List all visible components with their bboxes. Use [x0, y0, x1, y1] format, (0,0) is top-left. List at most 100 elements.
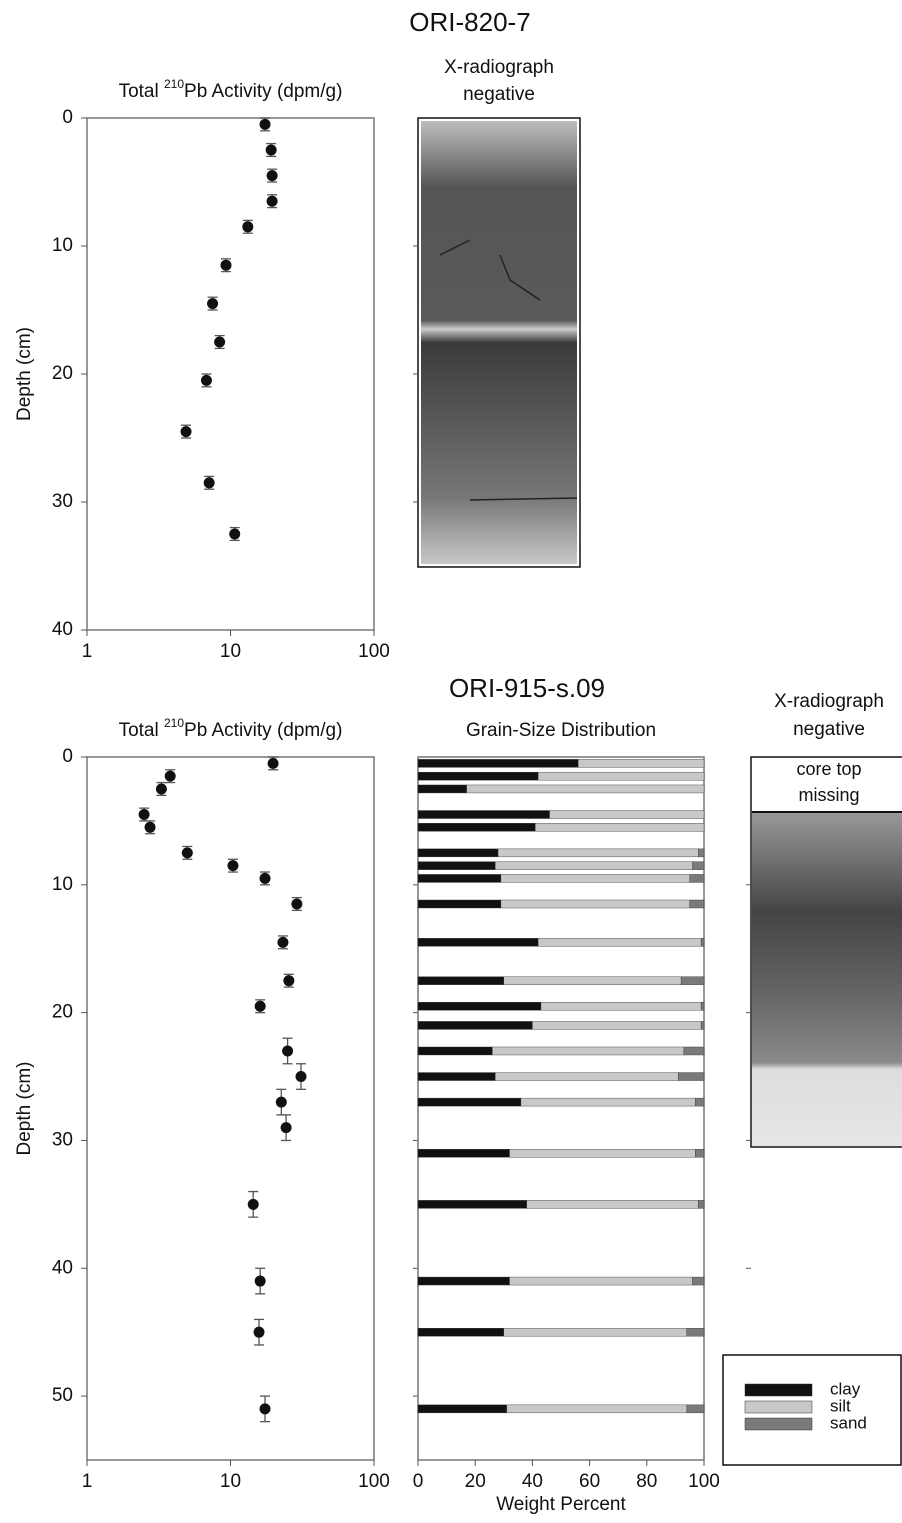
bar-segment: [417, 1046, 493, 1056]
bar-segment: [417, 1200, 527, 1209]
bar-segment: [683, 1046, 705, 1056]
y-tick-label: 50: [52, 1385, 73, 1406]
y-axis-label: Depth (cm): [14, 1062, 35, 1156]
x-tick-label: 20: [465, 1471, 486, 1492]
y-tick-label: 40: [52, 1257, 73, 1278]
legend-label: silt: [830, 1396, 851, 1415]
title-part: Pb Activity (dpm/g): [184, 81, 342, 102]
x-axis-label: Weight Percent: [496, 1494, 626, 1515]
bar-segment: [692, 861, 705, 870]
radiograph-label: negative: [463, 84, 535, 105]
point: [203, 477, 215, 489]
bar-segment: [417, 1097, 522, 1107]
title-part: Total: [119, 720, 164, 741]
x-tick-label: 60: [579, 1471, 600, 1492]
bar-segment: [417, 771, 539, 781]
bar-segment: [417, 1327, 505, 1337]
bar-segment: [695, 1097, 705, 1107]
chart-title: Total 210Pb Activity (dpm/g): [119, 77, 343, 102]
x-tick-label: 10: [220, 641, 241, 662]
bar-segment: [417, 759, 579, 768]
point: [214, 336, 226, 348]
chart-title: Grain-Size Distribution: [466, 720, 656, 741]
bar-segment: [509, 1276, 693, 1286]
point: [220, 259, 232, 271]
plot-frame: [417, 756, 705, 1461]
title-part: 210: [164, 716, 184, 730]
bar-segment: [417, 823, 536, 832]
bar-segment: [509, 1149, 696, 1158]
point: [138, 809, 150, 821]
point: [144, 821, 156, 833]
legend-label: clay: [830, 1379, 861, 1398]
plot-frame: [86, 117, 375, 631]
bar-segment: [503, 976, 682, 985]
y-tick-label: 40: [52, 619, 73, 640]
point: [259, 1403, 271, 1415]
bar-segment: [417, 810, 550, 819]
title-part: Total: [119, 81, 164, 102]
bar-segment: [520, 1097, 696, 1107]
bar-segment: [417, 874, 502, 883]
y-tick-label: 10: [52, 874, 73, 895]
point: [283, 975, 295, 987]
bar-segment: [678, 1072, 705, 1081]
bar-segment: [537, 771, 705, 781]
bar-segment: [497, 848, 699, 858]
radiograph-label: negative: [793, 719, 865, 740]
x-tick-label: 100: [358, 1471, 390, 1492]
x-tick-label: 40: [522, 1471, 543, 1492]
point: [253, 1326, 265, 1338]
bar-segment: [700, 1021, 705, 1030]
bar-segment: [417, 899, 502, 909]
bar-segment: [537, 938, 702, 947]
bar-segment: [495, 861, 693, 870]
point: [164, 770, 176, 782]
x-tick-label: 1: [82, 641, 93, 662]
x-tick-label: 100: [688, 1471, 720, 1492]
point: [275, 1096, 287, 1108]
point: [267, 757, 279, 769]
radiograph-image: [421, 121, 577, 564]
legend-swatch: [744, 1417, 813, 1431]
bar-segment: [466, 784, 705, 794]
point: [155, 783, 167, 795]
y-tick-label: 10: [52, 235, 73, 256]
x-tick-label: 80: [636, 1471, 657, 1492]
core-top-note: missing: [798, 785, 859, 805]
x-tick-label: 0: [413, 1471, 424, 1492]
y-tick-label: 30: [52, 1129, 73, 1150]
point: [207, 298, 219, 310]
bar-segment: [686, 1404, 705, 1414]
x-tick-label: 100: [358, 641, 390, 662]
bar-segment: [417, 784, 467, 794]
point: [295, 1071, 307, 1083]
y-tick-label: 20: [52, 363, 73, 384]
point: [181, 847, 193, 859]
bar-segment: [700, 1002, 705, 1011]
bar-segment: [540, 1002, 702, 1011]
bar-segment: [417, 1404, 507, 1414]
core-top-note: core top: [796, 759, 861, 779]
bar-segment: [417, 1276, 510, 1286]
point: [291, 898, 303, 910]
bottom-title: ORI-915-s.09: [449, 673, 605, 703]
legend-swatch: [744, 1383, 813, 1397]
bar-segment: [417, 1002, 542, 1011]
point: [242, 221, 254, 233]
y-tick-label: 0: [62, 107, 73, 128]
bar-segment: [500, 874, 690, 883]
bar-segment: [698, 848, 705, 858]
bar-segment: [549, 810, 705, 819]
radiograph-crack: [439, 239, 578, 501]
point: [280, 1122, 292, 1134]
bar-segment: [532, 1021, 702, 1030]
bar-segment: [417, 1021, 533, 1030]
bar-segment: [417, 861, 496, 870]
point: [254, 1000, 266, 1012]
bar-segment: [577, 759, 705, 768]
bar-segment: [417, 938, 539, 947]
bar-segment: [492, 1046, 685, 1056]
point: [259, 872, 271, 884]
point: [254, 1275, 266, 1287]
